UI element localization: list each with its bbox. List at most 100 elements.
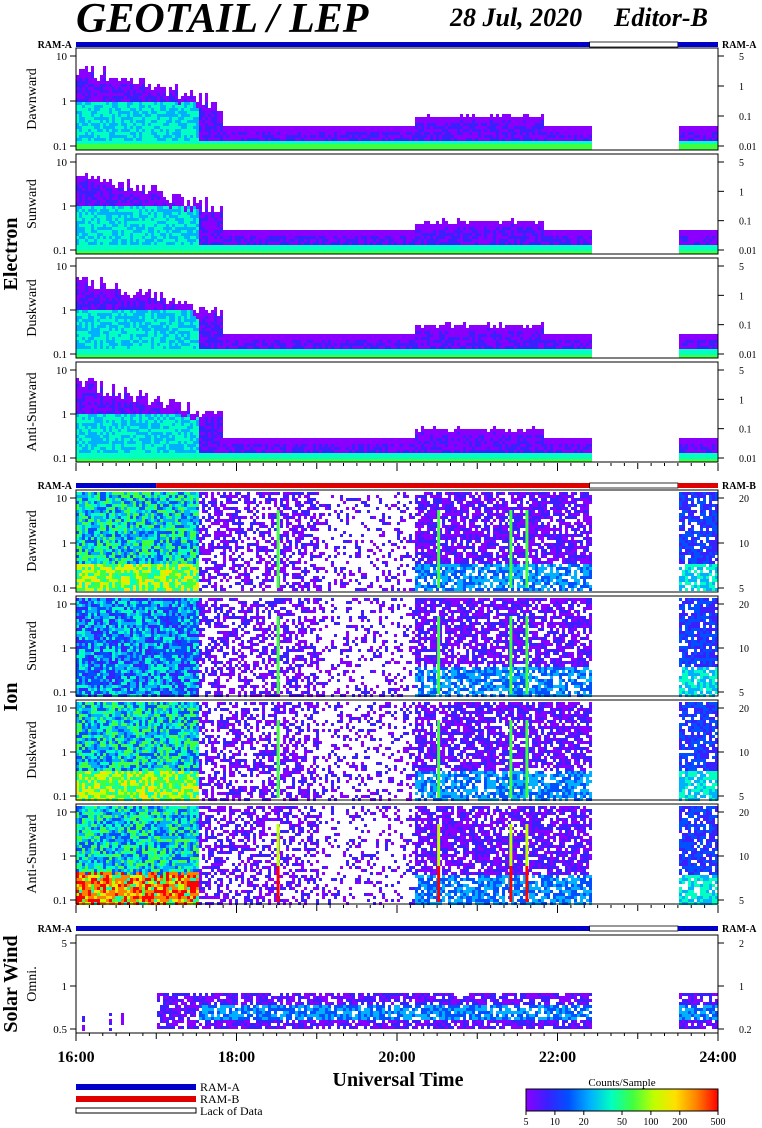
spectrogram-cell [91, 108, 94, 111]
spectrogram-cell [370, 129, 373, 132]
spectrogram-cell [589, 132, 592, 135]
spectrogram-cell [130, 188, 133, 191]
spectrogram-cell [508, 129, 511, 132]
spectrogram-cell [103, 120, 106, 123]
spectrogram-cell [142, 227, 145, 230]
spectrogram-cell [163, 215, 166, 218]
spectrogram-cell [94, 117, 97, 120]
spectrogram-cell [142, 215, 145, 218]
spectrogram-cell [82, 96, 85, 99]
spectrogram-cell [118, 144, 121, 147]
spectrogram-cell [166, 239, 169, 242]
spectrogram-cell [184, 233, 187, 236]
spectrogram-cell [325, 132, 328, 135]
spectrogram-cell [190, 138, 193, 141]
spectrogram-cell [151, 108, 154, 111]
spectrogram-cell [517, 144, 520, 147]
spectrogram-cell [154, 209, 157, 212]
spectrogram-cell [535, 135, 538, 138]
spectrogram-cell [133, 224, 136, 227]
spectrogram-cell [235, 248, 238, 251]
spectrogram-cell [424, 141, 427, 144]
spectrogram-cell [136, 123, 139, 126]
spectrogram-cell [124, 230, 127, 233]
spectrogram-cell [505, 132, 508, 135]
spectrogram-cell [220, 209, 223, 212]
spectrogram-cell [184, 129, 187, 132]
spectrogram-cell [175, 138, 178, 141]
spectrogram-cell [322, 129, 325, 132]
spectrogram-cell [493, 138, 496, 141]
spectrogram-cell [103, 75, 106, 78]
spectrogram-cell [112, 141, 115, 144]
spectrogram-cell [175, 224, 178, 227]
spectrogram-cell [112, 87, 115, 90]
spectrogram-cell [202, 233, 205, 236]
spectrogram-cell [262, 239, 265, 242]
spectrogram-cell [310, 239, 313, 242]
spectrogram-cell [91, 209, 94, 212]
spectrogram-cell [115, 197, 118, 200]
spectrogram-cell [220, 111, 223, 114]
spectrogram-cell [121, 81, 124, 84]
spectrogram-cell [532, 132, 535, 135]
spectrogram-cell [97, 209, 100, 212]
spectrogram-cell [433, 135, 436, 138]
spectrogram-cell [493, 120, 496, 123]
spectrogram-cell [88, 206, 91, 209]
spectrogram-cell [220, 117, 223, 120]
spectrogram-cell [442, 117, 445, 120]
spectrogram-cell [145, 239, 148, 242]
spectrogram-cell [505, 114, 508, 117]
spectrogram-cell [262, 236, 265, 239]
spectrogram-cell [193, 206, 196, 209]
spectrogram-cell [355, 144, 358, 147]
spectrogram-cell [178, 138, 181, 141]
spectrogram-cell [184, 221, 187, 224]
spectrogram-cell [427, 126, 430, 129]
spectrogram-cell [115, 129, 118, 132]
spectrogram-cell [256, 236, 259, 239]
spectrogram-cell [163, 230, 166, 233]
spectrogram-cell [481, 144, 484, 147]
spectrogram-cell [235, 135, 238, 138]
spectrogram-cell [331, 135, 334, 138]
spectrogram-cell [175, 111, 178, 114]
spectrogram-cell [103, 93, 106, 96]
spectrogram-cell [115, 236, 118, 239]
spectrogram-cell [505, 123, 508, 126]
spectrogram-cell [82, 206, 85, 209]
spectrogram-cell [304, 233, 307, 236]
spectrogram-cell [211, 227, 214, 230]
spectrogram-cell [139, 135, 142, 138]
spectrogram-cell [115, 90, 118, 93]
spectrogram-cell [370, 141, 373, 144]
spectrogram-cell [127, 144, 130, 147]
spectrogram-cell [427, 141, 430, 144]
spectrogram-cell [130, 230, 133, 233]
spectrogram-cell [208, 230, 211, 233]
spectrogram-cell [88, 144, 91, 147]
spectrogram-cell [304, 138, 307, 141]
spectrogram-cell [112, 93, 115, 96]
spectrogram-cell [175, 197, 178, 200]
spectrogram-cell [91, 126, 94, 129]
spectrogram-cell [163, 96, 166, 99]
spectrogram-cell [568, 141, 571, 144]
spectrogram-cell [277, 245, 280, 248]
spectrogram-cell [175, 84, 178, 87]
spectrogram-cell [199, 96, 202, 99]
spectrogram-cell [559, 141, 562, 144]
spectrogram-cell [562, 144, 565, 147]
spectrogram-cell [160, 129, 163, 132]
spectrogram-cell [553, 138, 556, 141]
spectrogram-cell [511, 135, 514, 138]
spectrogram-cell [142, 141, 145, 144]
spectrogram-cell [571, 135, 574, 138]
spectrogram-cell [208, 111, 211, 114]
spectrogram-cell [325, 126, 328, 129]
spectrogram-cell [223, 248, 226, 251]
spectrogram-cell [199, 117, 202, 120]
spectrogram-cell [508, 117, 511, 120]
spectrogram-cell [193, 96, 196, 99]
